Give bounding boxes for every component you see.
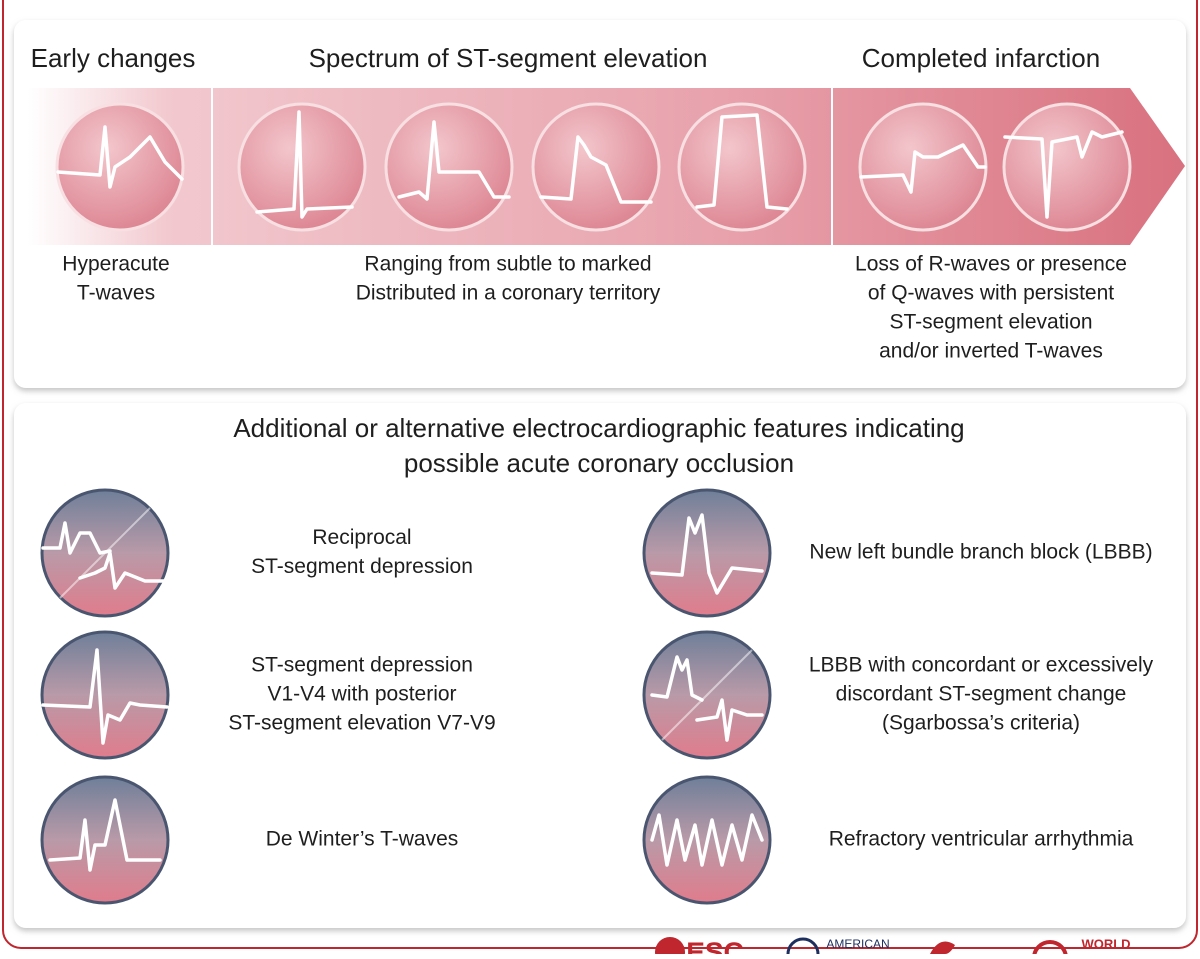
ecg-trace bbox=[397, 120, 511, 201]
panel-title: Additional or alternative electrocardiog… bbox=[233, 413, 964, 443]
ecg-trace bbox=[539, 135, 653, 204]
ecg-trace bbox=[56, 125, 184, 189]
icon-circle bbox=[1002, 102, 1132, 232]
ecg-icon bbox=[40, 488, 170, 618]
feature-label: ST-segment depression bbox=[251, 555, 473, 578]
ecg-icon bbox=[642, 488, 772, 618]
section-header: Early changes bbox=[31, 43, 196, 73]
ecg-trace bbox=[48, 798, 162, 872]
logo-text: WORLD bbox=[1081, 936, 1130, 951]
caption: Hyperacute bbox=[62, 253, 169, 276]
ecg-trace bbox=[650, 655, 704, 702]
ecg-icon bbox=[40, 775, 170, 905]
icon-circle bbox=[384, 102, 514, 232]
ecg-icon bbox=[1002, 102, 1132, 232]
feature-label: De Winter’s T-waves bbox=[266, 828, 459, 851]
ecg-trace bbox=[41, 648, 169, 745]
caption: Loss of R-waves or presence bbox=[855, 253, 1127, 276]
feature-label: Reciprocal bbox=[312, 526, 411, 549]
feature-label: New left bundle branch block (LBBB) bbox=[809, 541, 1152, 564]
ecg-icon bbox=[384, 102, 514, 232]
feature-label: V1-V4 with posterior bbox=[267, 683, 456, 706]
ecg-trace bbox=[859, 143, 987, 194]
section-header: Spectrum of ST-segment elevation bbox=[309, 43, 708, 73]
feature-label: ST-segment depression bbox=[251, 654, 473, 677]
icon-circle bbox=[858, 102, 988, 232]
ecg-icon bbox=[677, 102, 807, 232]
caption: of Q-waves with persistent bbox=[868, 282, 1114, 305]
ecg-icon bbox=[55, 102, 185, 232]
ecg-icon bbox=[858, 102, 988, 232]
logo-mark bbox=[930, 941, 955, 954]
ecg-icon bbox=[642, 630, 772, 760]
ecg-trace bbox=[695, 113, 789, 211]
ecg-trace bbox=[650, 813, 764, 867]
panel-title: possible acute coronary occlusion bbox=[404, 448, 794, 478]
feature-label: (Sgarbossa’s criteria) bbox=[882, 712, 1080, 735]
ecg-icon bbox=[642, 775, 772, 905]
caption: Ranging from subtle to marked bbox=[364, 253, 651, 276]
caption: ST-segment elevation bbox=[889, 311, 1092, 334]
feature-label: Refractory ventricular arrhythmia bbox=[829, 828, 1134, 851]
caption: and/or inverted T-waves bbox=[879, 340, 1103, 363]
feature-label: LBBB with concordant or excessively bbox=[809, 654, 1154, 677]
icon-circle bbox=[531, 102, 661, 232]
bottom-panel bbox=[14, 403, 1186, 928]
ecg-trace bbox=[1003, 130, 1124, 219]
ecg-trace bbox=[255, 110, 354, 219]
caption: T-waves bbox=[77, 282, 155, 305]
section-header: Completed infarction bbox=[862, 43, 1100, 73]
icon-circle bbox=[40, 630, 170, 760]
icon-circle bbox=[677, 102, 807, 232]
logo-text: ESC bbox=[686, 936, 744, 954]
feature-label: discordant ST-segment change bbox=[836, 683, 1127, 706]
feature-label: ST-segment elevation V7-V9 bbox=[228, 712, 495, 735]
ecg-trace bbox=[78, 551, 169, 590]
split-line bbox=[661, 649, 753, 741]
logo-text: AMERICAN bbox=[826, 937, 889, 951]
ecg-trace bbox=[650, 513, 764, 595]
ecg-icon bbox=[237, 102, 367, 232]
ecg-trace bbox=[41, 521, 112, 555]
ecg-icon bbox=[531, 102, 661, 232]
icon-circle bbox=[55, 102, 185, 232]
ecg-icon bbox=[40, 630, 170, 760]
ecg-trace bbox=[695, 698, 764, 742]
content: Early changes Spectrum of ST-segment elev… bbox=[31, 43, 1154, 959]
caption: Distributed in a coronary territory bbox=[356, 282, 661, 305]
